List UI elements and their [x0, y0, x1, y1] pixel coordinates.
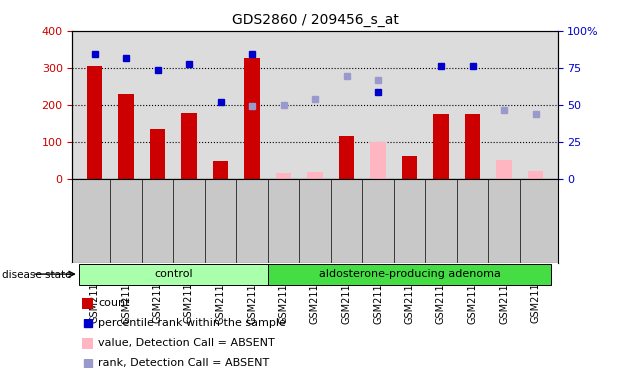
Bar	[402, 156, 417, 179]
Text: percentile rank within the sample: percentile rank within the sample	[98, 318, 286, 328]
Text: disease state: disease state	[2, 270, 71, 280]
Bar	[276, 173, 291, 179]
Text: aldosterone-producing adenoma: aldosterone-producing adenoma	[319, 269, 500, 279]
Text: GDS2860 / 209456_s_at: GDS2860 / 209456_s_at	[232, 13, 398, 27]
Bar	[370, 142, 386, 179]
Bar	[181, 113, 197, 179]
Bar	[79, 264, 268, 285]
Bar	[528, 171, 543, 179]
Text: count: count	[98, 298, 130, 308]
Bar	[339, 136, 354, 179]
Bar	[465, 114, 480, 179]
Text: rank, Detection Call = ABSENT: rank, Detection Call = ABSENT	[98, 358, 270, 368]
Bar	[433, 114, 449, 179]
Bar	[87, 66, 102, 179]
Bar	[150, 129, 165, 179]
Bar	[496, 160, 512, 179]
Bar	[268, 264, 551, 285]
Text: value, Detection Call = ABSENT: value, Detection Call = ABSENT	[98, 338, 275, 348]
Text: control: control	[154, 269, 193, 279]
Bar	[213, 161, 228, 179]
Bar	[244, 58, 260, 179]
Bar	[118, 94, 134, 179]
Bar	[307, 172, 323, 179]
